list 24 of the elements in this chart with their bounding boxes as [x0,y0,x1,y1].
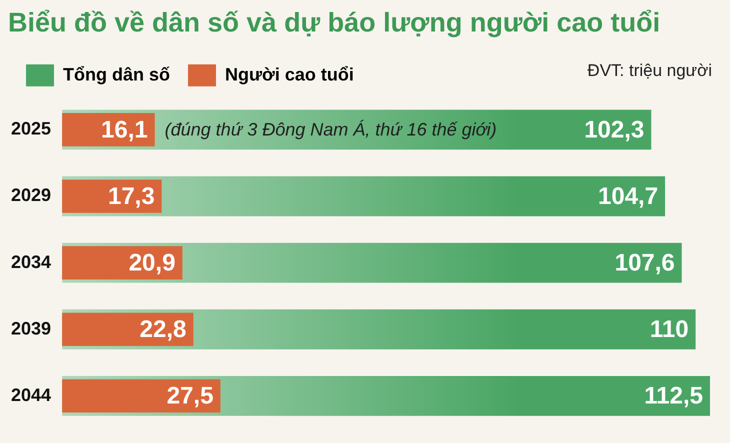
data-label: 104,7 [598,182,658,210]
y-tick-label: 2025 [10,118,52,139]
data-label: 27,5 [166,382,214,410]
data-label: 112,5 [644,382,703,410]
data-label: 22,8 [140,316,186,343]
data-label: 107,6 [614,249,675,276]
text: ĐVT: triệu người [587,61,712,80]
bar [62,379,220,413]
bar [62,312,194,346]
y-tick-label: 2029 [10,185,52,206]
data-label: 16,1 [101,116,148,144]
data-label: 102,3 [584,116,644,144]
data-label: 20,9 [128,249,176,276]
y-tick-label: 2044 [10,384,52,405]
bar [62,180,162,213]
y-tick-label: 2034 [10,252,52,272]
data-label: 17,3 [108,182,155,210]
legend-label: Tổng dân số [63,64,170,84]
chart-title: Biểu đồ về dân số và dự báo lượng người cao tuổi [8,8,660,38]
y-tick-label: 2039 [10,318,52,338]
annotation: (đúng thứ 3 Đông Nam Á, thứ 16 thế giới) [164,120,497,140]
data-label: 110 [650,316,689,343]
bar [62,246,182,280]
legend-label: Người cao tuổi [224,64,354,84]
